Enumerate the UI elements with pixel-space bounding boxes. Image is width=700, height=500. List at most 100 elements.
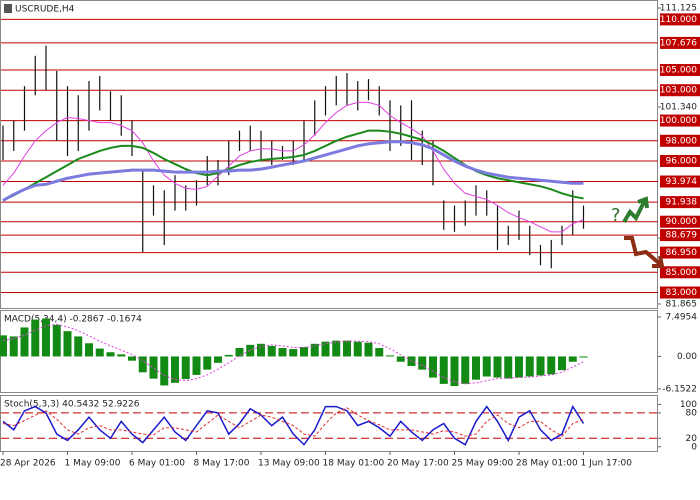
y-tick-label: 0.00 [677,352,697,362]
macd-bar [31,319,40,357]
macd-bar [52,324,61,357]
level-box [660,175,700,188]
level-box [660,114,700,127]
macd-bar [0,335,7,357]
x-tick-label: 1 May 09:00 [65,459,121,469]
macd-bar [214,356,222,363]
y-tick-label: -6.1522 [662,384,697,394]
macd-bar [63,331,72,357]
x-tick-label: 25 May 09:00 [452,459,514,469]
macd-bar [128,356,136,361]
marks: 111.125101.34088.37581.865110.000107.676… [0,4,700,469]
level-box [660,134,700,147]
macd-bar [461,356,470,384]
level-box [660,196,700,209]
up-arrow [622,196,649,224]
macd-bar [375,348,384,357]
macd-title: MACD(5,34,4) -0.2867 -0.1674 [4,315,142,325]
y-tick-label: 80 [686,408,698,418]
macd-bar [106,352,115,357]
macd-bar [343,340,351,357]
x-tick-label: 28 May 01:00 [516,459,578,469]
chart-title: USCRUDE,H4 [15,5,75,15]
macd-bar [418,356,427,370]
macd-bar [568,356,577,362]
macd-bar [257,343,265,357]
macd-bar [504,356,513,379]
macd-bar [482,356,491,377]
y-tick-label: 111.125 [660,4,697,14]
moving-average [2,129,584,202]
macd-bar [138,356,147,373]
x-tick-label: 20 May 17:00 [387,459,449,469]
x-tick-label: 8 May 17:00 [194,459,250,469]
macd-bar [300,346,308,357]
y-tick-label: 101.340 [660,103,697,113]
x-tick-label: 1 Jun 17:00 [581,459,633,469]
x-tick-label: 13 May 09:00 [258,459,320,469]
level-label: 91.938 [666,198,698,208]
level-label: 96.000 [666,157,698,167]
level-box [660,36,700,49]
macd-bar [42,318,50,357]
macd-bar [192,356,201,375]
macd-bar [321,341,330,357]
level-box [660,13,700,26]
macd-bar [364,342,373,357]
x-tick-label: 6 May 01:00 [129,459,185,469]
macd-bar [310,343,319,357]
level-box [660,286,700,299]
macd-bar [181,356,190,380]
macd-bar [74,336,83,357]
moving-average [2,140,584,202]
macd-bar [289,349,298,357]
y-tick-label: 100 [680,400,697,410]
stoch-line [2,404,585,446]
y-tick-label: 81.865 [666,300,698,310]
macd-bar [493,356,502,378]
macd-bar [20,327,29,357]
macd-bar [558,356,566,371]
level-label: 105.000 [660,65,697,75]
macd-bar [547,356,556,375]
level-label: 90.000 [666,217,698,227]
level-box [660,155,700,168]
macd-bar [149,356,158,379]
level-label: 93.974 [666,177,698,187]
level-box [660,246,700,259]
main-panel [0,0,658,309]
moving-average [2,101,584,233]
macd-bar [579,356,588,358]
level-label: 110.000 [660,15,697,25]
macd-bar [278,348,287,357]
level-box [660,266,700,279]
level-label: 103.000 [660,86,697,96]
macd-bar [267,345,276,357]
down-arrow [624,236,665,268]
macd-bar [396,356,405,362]
macd-bar [235,348,244,357]
macd-bar [525,356,534,377]
macd-bar [203,356,212,370]
level-label: 100.000 [660,116,697,126]
annotation: ? [611,205,621,226]
macd-bar [353,341,362,357]
macd-bar [386,355,394,357]
x-tick-label: 28 Apr 2026 [0,459,56,469]
macd-bar [85,343,93,357]
level-label: 88.679 [666,231,698,241]
stoch-panel [0,395,658,452]
y-tick-label: 20 [686,434,698,444]
level-box [660,84,700,97]
macd-bar [9,336,18,357]
macd-bar [160,356,169,386]
level-label: 85.000 [666,268,698,278]
symbol-icon [4,4,12,13]
y-tick-label: 0 [691,442,697,452]
macd-bar [472,356,480,380]
macd-bar [332,340,341,357]
macd-bar [450,356,459,386]
macd-bar [515,356,523,378]
